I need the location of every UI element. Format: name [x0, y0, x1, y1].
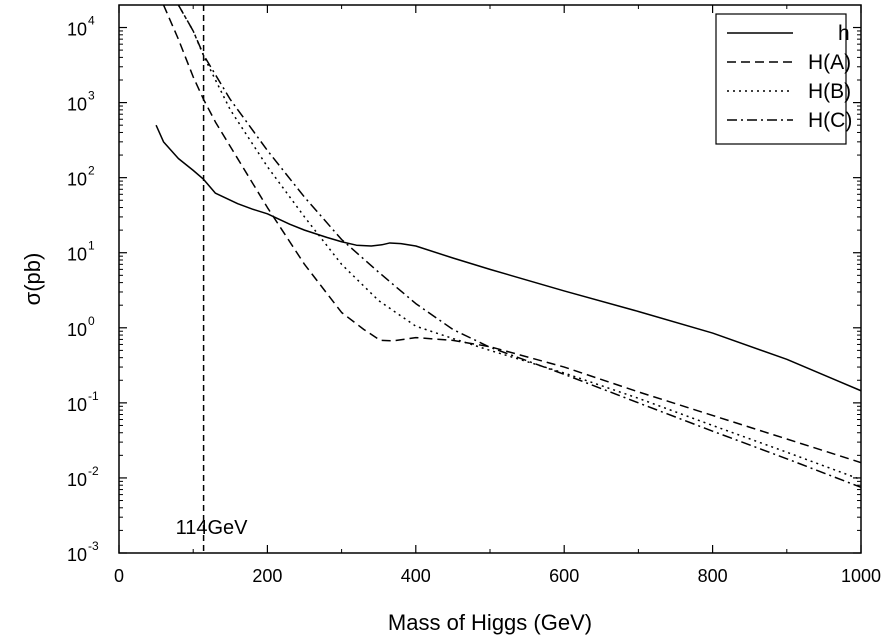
- y-tick-label: 10: [67, 320, 87, 340]
- x-tick-label: 200: [252, 566, 282, 586]
- y-tick-label: 10: [67, 395, 87, 415]
- y-tick-label: 10: [67, 245, 87, 265]
- legend-label-1: h: [838, 22, 850, 45]
- y-tick-exponent: -1: [88, 389, 99, 403]
- annotation-label: 114GeV: [176, 517, 249, 539]
- x-tick-label: 1000: [841, 566, 881, 586]
- x-tick-label: 600: [549, 566, 579, 586]
- y-tick-exponent: 3: [88, 89, 95, 103]
- series-line-1: [155, 124, 861, 392]
- y-tick-exponent: 0: [88, 314, 95, 328]
- legend-label-4: H(C): [808, 109, 852, 132]
- legend-label-3: H(B): [808, 80, 851, 103]
- y-tick-exponent: 2: [88, 164, 95, 178]
- y-tick-label: 10: [67, 470, 87, 490]
- annotation-layer: 114GeV: [176, 5, 249, 553]
- y-tick-label: 10: [67, 545, 87, 565]
- y-tick-exponent: 1: [88, 239, 95, 253]
- legend: h H(A) H(B) H(C): [715, 13, 852, 145]
- axis-ticks: [118, 5, 862, 554]
- series-line-4: [177, 5, 861, 489]
- y-tick-exponent: 4: [88, 14, 95, 28]
- y-tick-label: 10: [67, 95, 87, 115]
- x-axis-title: Mass of Higgs (GeV): [388, 610, 592, 635]
- x-tick-label: 400: [401, 566, 431, 586]
- x-tick-label: 800: [698, 566, 728, 586]
- series-layer: [155, 5, 861, 489]
- y-tick-exponent: -3: [88, 539, 99, 553]
- x-tick-label: 0: [114, 566, 124, 586]
- y-axis-title: σ(pb): [20, 253, 45, 306]
- y-tick-label: 10: [67, 170, 87, 190]
- y-tick-exponent: -2: [88, 464, 99, 478]
- legend-box: [715, 13, 847, 145]
- legend-label-2: H(A): [808, 51, 851, 74]
- y-tick-label: 10: [67, 20, 87, 40]
- series-line-2: [162, 5, 861, 464]
